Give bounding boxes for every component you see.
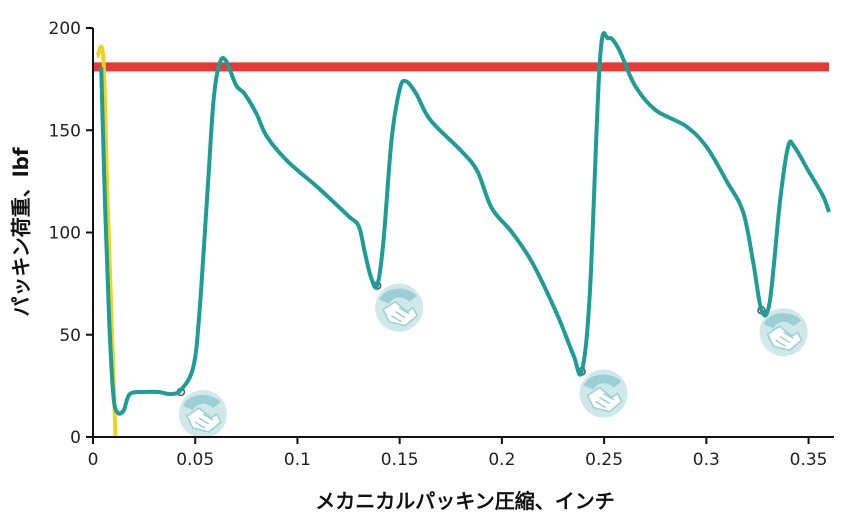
- handshake-icon: [176, 387, 227, 439]
- y-tick-label: 50: [59, 326, 81, 346]
- handshake-icon: [372, 281, 424, 332]
- series-group: [93, 31, 831, 438]
- x-tick-label: 0: [88, 450, 99, 470]
- x-tick-label: 0.15: [381, 450, 419, 470]
- y-axis-title: パッキン荷重、lbf: [9, 147, 33, 317]
- y-tick-label: 150: [49, 121, 81, 141]
- ticks: 0 0.05 0.1 0.15 0.2 0.25 0.3 0.35 0 50 100 150 200: [49, 19, 828, 470]
- x-tick-label: 0.35: [790, 450, 828, 470]
- x-axis-title: メカニカルパッキン圧縮、インチ: [315, 489, 614, 513]
- x-tick-label: 0.1: [284, 450, 311, 470]
- y-tick-label: 200: [49, 19, 81, 39]
- x-tick-label: 0.05: [176, 450, 214, 470]
- y-tick-label: 100: [49, 224, 81, 244]
- packing-load-line: [99, 31, 831, 416]
- y-tick-label: 0: [70, 428, 81, 448]
- x-tick-label: 0.3: [693, 450, 720, 470]
- x-tick-label: 0.2: [488, 450, 515, 470]
- handshake-icon: [577, 367, 628, 418]
- x-tick-label: 0.25: [585, 450, 623, 470]
- annotation-icons: [176, 281, 808, 439]
